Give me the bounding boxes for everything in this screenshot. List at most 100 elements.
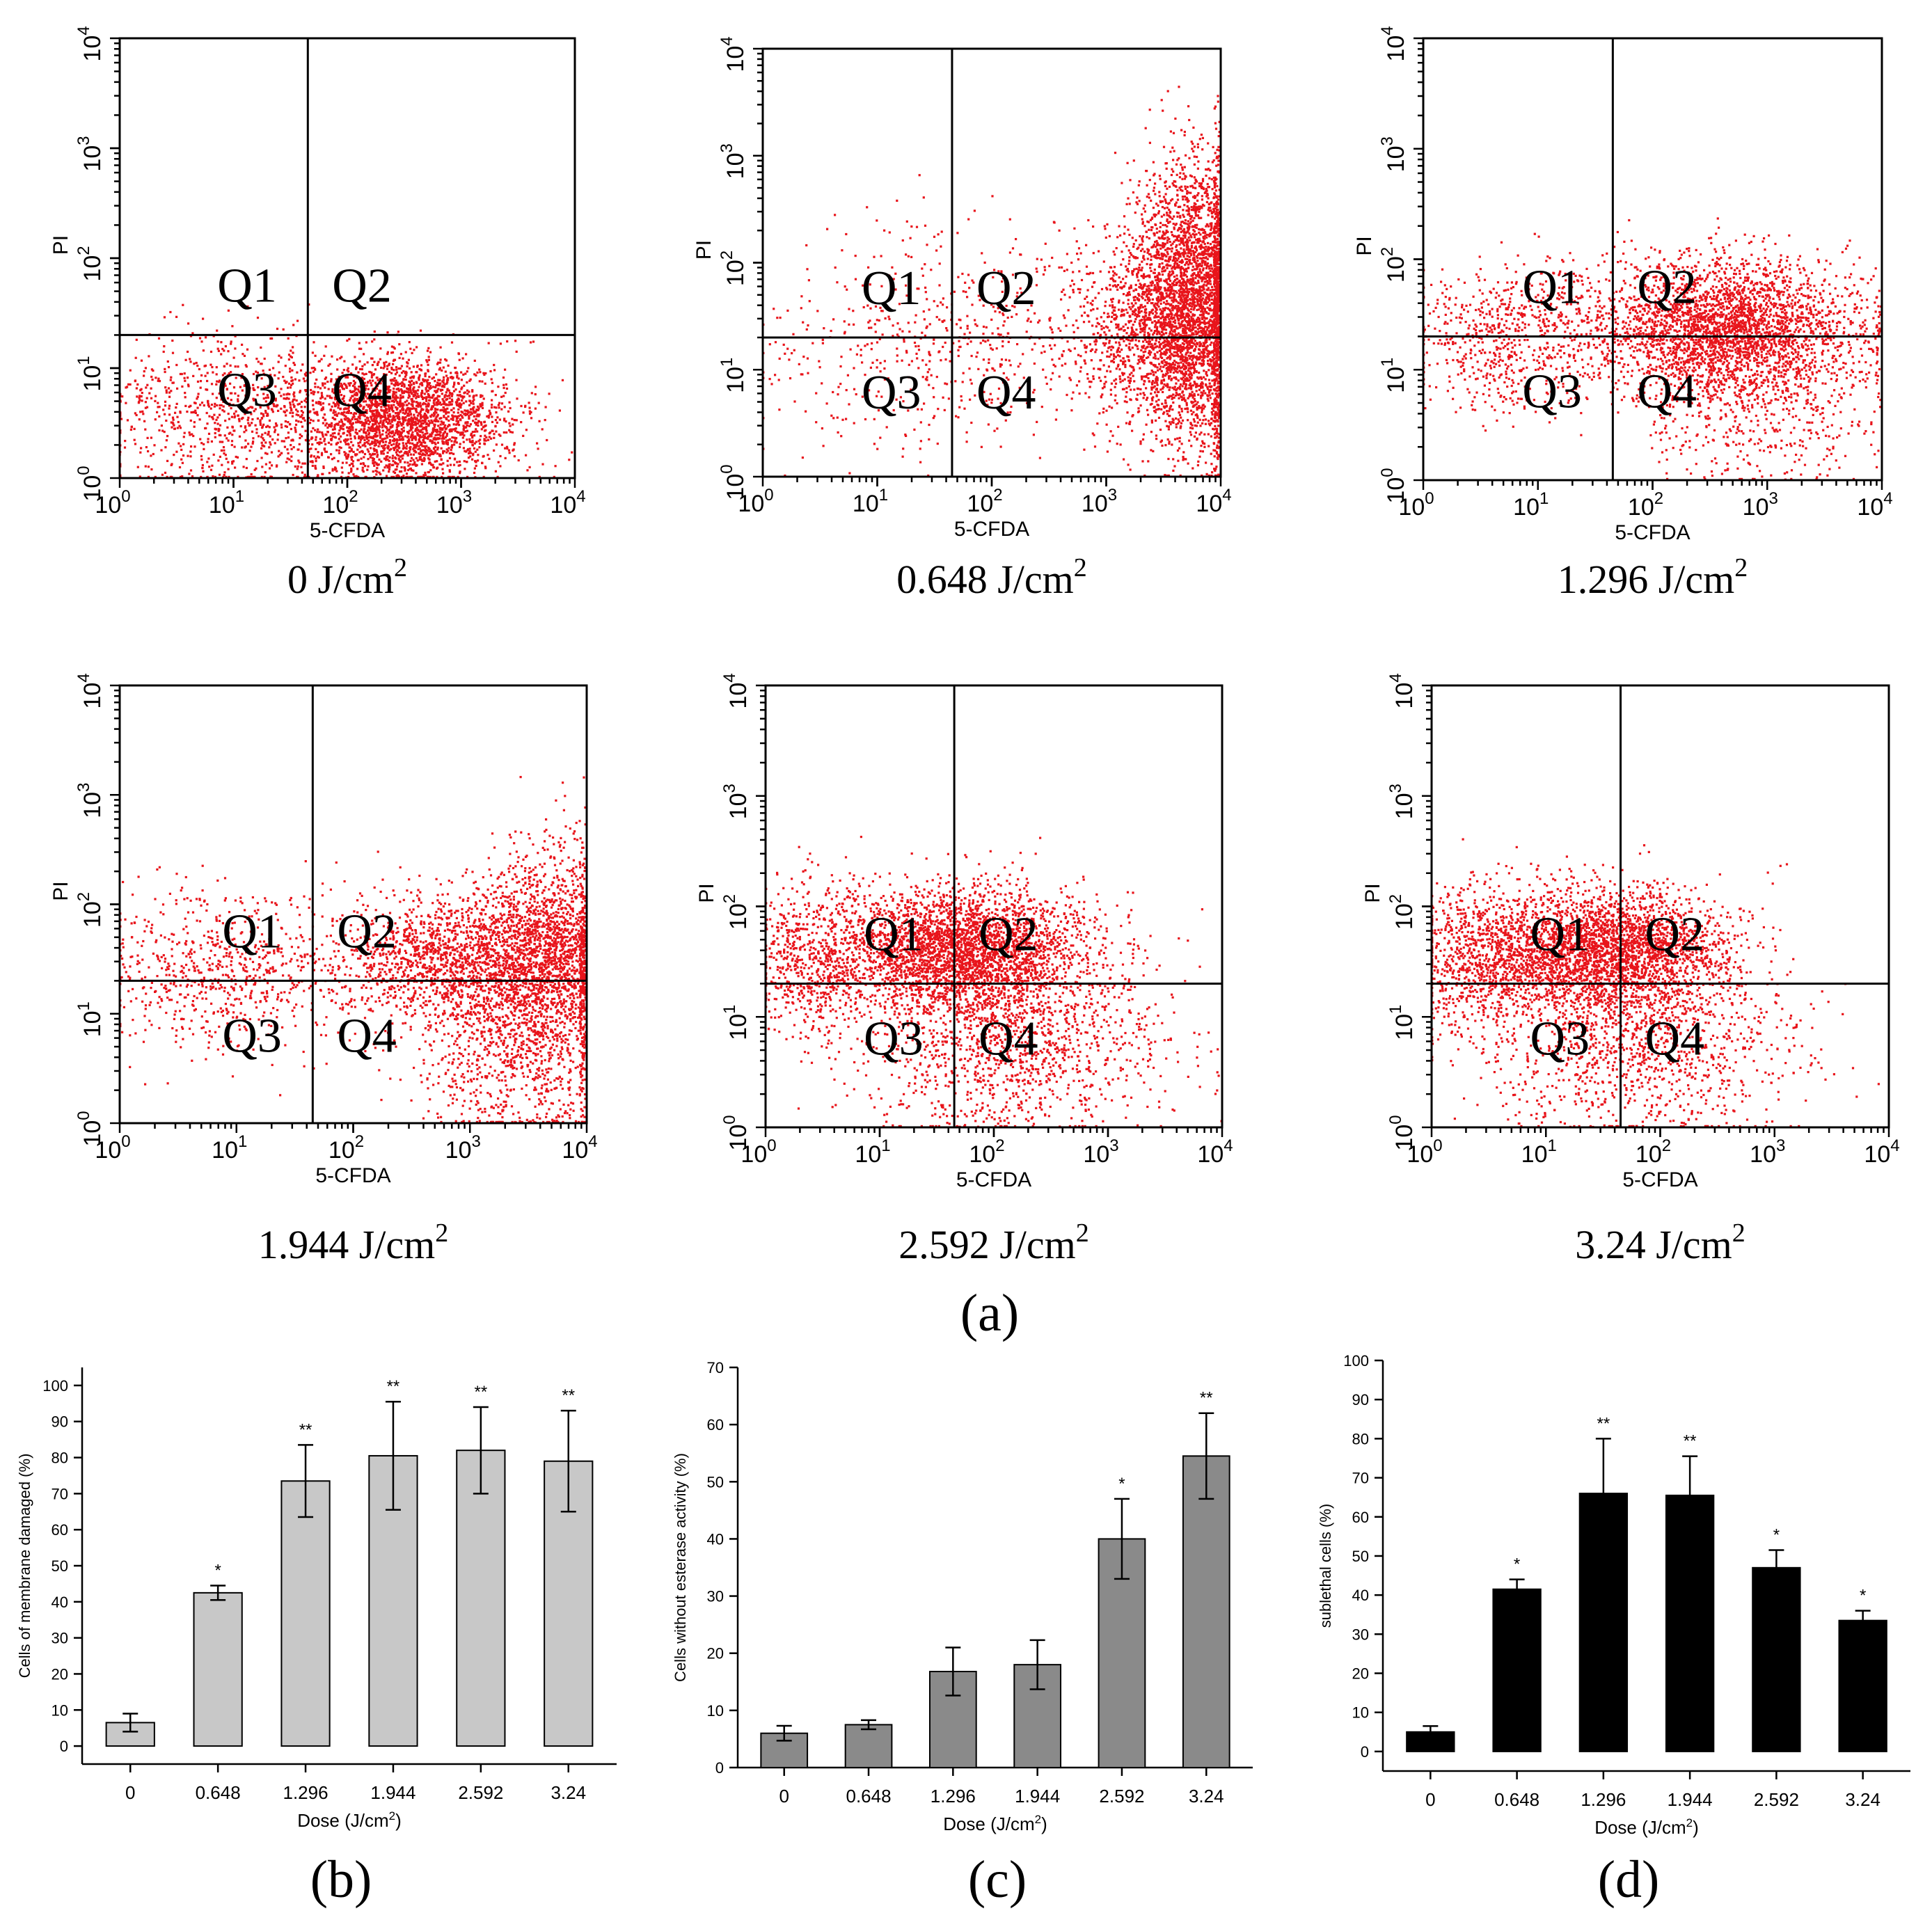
scatter-point xyxy=(391,424,394,427)
scatter-point xyxy=(395,451,397,454)
scatter-point xyxy=(410,371,413,374)
scatter-point xyxy=(1148,343,1150,346)
scatter-point xyxy=(313,411,316,414)
scatter-point xyxy=(338,429,341,432)
scatter-point xyxy=(409,459,412,462)
scatter-point xyxy=(407,438,411,440)
scatter-point xyxy=(476,405,480,408)
scatter-point xyxy=(343,382,346,386)
scatter-point xyxy=(164,404,167,407)
scatter-point xyxy=(394,456,397,459)
scatter-point xyxy=(392,390,395,393)
scatter-point xyxy=(390,372,393,374)
scatter-point xyxy=(208,466,211,468)
scatter-point xyxy=(391,351,395,354)
scatter-point xyxy=(273,426,276,429)
scatter-point xyxy=(446,443,449,446)
scatter-point xyxy=(402,445,405,448)
scatter-point xyxy=(1182,394,1185,397)
scatter-point xyxy=(396,439,399,442)
scatter-point xyxy=(211,366,214,369)
scatter-point xyxy=(1197,393,1200,396)
scatter-point xyxy=(191,433,193,436)
scatter-point xyxy=(336,358,339,361)
scatter-point xyxy=(425,399,428,402)
scatter-point xyxy=(1191,427,1194,430)
scatter-point xyxy=(541,463,544,466)
scatter-point xyxy=(1137,355,1140,358)
scatter-point xyxy=(472,420,475,422)
scatter-point xyxy=(158,415,161,418)
scatter-point xyxy=(337,460,340,463)
scatter-point xyxy=(1204,422,1207,425)
scatter-point xyxy=(399,405,402,408)
scatter-point xyxy=(129,383,132,386)
scatter-point xyxy=(298,402,301,405)
scatter-point xyxy=(1176,198,1180,201)
scatter-point xyxy=(353,415,356,418)
scatter-point xyxy=(395,368,398,371)
scatter-point xyxy=(429,396,431,399)
scatter-point xyxy=(358,429,361,433)
scatter-point xyxy=(260,447,263,450)
scatter-point xyxy=(404,447,406,450)
scatter-point xyxy=(324,424,327,427)
scatter-point xyxy=(379,358,381,360)
y-tick-label: 103 xyxy=(74,136,106,171)
scatter-point xyxy=(436,448,439,451)
scatter-point xyxy=(241,446,244,449)
scatter-point xyxy=(431,396,434,399)
scatter-point xyxy=(338,449,340,452)
scatter-point xyxy=(294,423,298,426)
scatter-point xyxy=(335,378,338,381)
scatter-point xyxy=(354,431,357,434)
scatter-point xyxy=(405,447,408,450)
scatter-point xyxy=(365,431,367,434)
scatter-point xyxy=(431,430,434,434)
scatter-point xyxy=(292,382,294,385)
scatter-point xyxy=(331,468,334,470)
scatter-point xyxy=(426,381,429,385)
scatter-point xyxy=(1168,396,1171,399)
scatter-point xyxy=(480,405,482,408)
scatter-point xyxy=(256,372,259,374)
scatter-point xyxy=(285,437,287,440)
scatter-point xyxy=(425,359,428,362)
scatter-point xyxy=(481,461,484,464)
scatter-point xyxy=(452,407,455,410)
scatter-point xyxy=(189,469,193,472)
scatter-point xyxy=(376,434,379,437)
scatter-point xyxy=(1203,273,1206,276)
scatter-point xyxy=(371,457,374,459)
scatter-point xyxy=(296,371,299,374)
scatter-point xyxy=(264,441,267,444)
scatter-point xyxy=(398,343,401,346)
scatter-point xyxy=(231,426,234,429)
scatter-point xyxy=(142,413,145,415)
scatter-point xyxy=(434,443,437,445)
scatter-point xyxy=(475,415,478,418)
scatter-point xyxy=(384,443,387,446)
scatter-point xyxy=(349,429,351,432)
scatter-point xyxy=(290,383,293,386)
scatter-point xyxy=(448,470,451,473)
scatter-point xyxy=(402,402,404,405)
scatter-point xyxy=(504,391,507,395)
scatter-point xyxy=(157,377,160,380)
scatter-point xyxy=(348,450,351,453)
scatter-point xyxy=(429,415,432,418)
scatter-point xyxy=(301,462,304,465)
scatter-point xyxy=(397,424,399,427)
scatter-point xyxy=(397,331,399,333)
scatter-point xyxy=(447,450,450,452)
scatter-point xyxy=(456,372,459,375)
scatter-point xyxy=(333,426,336,429)
scatter-point xyxy=(345,461,348,464)
scatter-point xyxy=(344,418,347,421)
scatter-point xyxy=(1159,200,1162,203)
scatter-point xyxy=(1171,168,1173,170)
scatter-point xyxy=(1157,212,1160,215)
scatter-point xyxy=(261,425,264,428)
scatter-point xyxy=(350,450,353,452)
scatter-point xyxy=(425,448,427,451)
